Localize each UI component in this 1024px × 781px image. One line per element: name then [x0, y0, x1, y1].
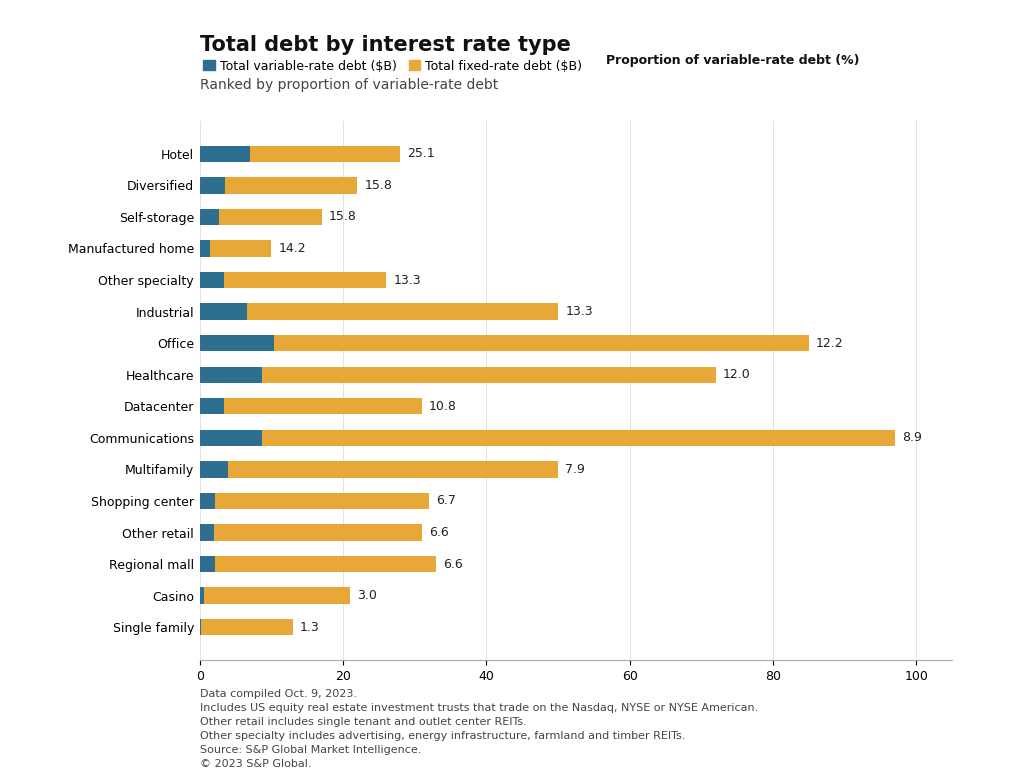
Text: 12.0: 12.0	[723, 368, 751, 381]
Bar	[224, 272, 386, 288]
Text: 7.9: 7.9	[565, 463, 585, 476]
Bar	[200, 303, 248, 319]
Bar	[261, 366, 716, 383]
Bar	[215, 493, 429, 509]
Bar	[214, 524, 422, 540]
Bar	[200, 587, 204, 604]
Bar	[261, 430, 895, 446]
Text: 1.3: 1.3	[300, 621, 319, 633]
Legend: Total variable-rate debt ($B), Total fixed-rate debt ($B): Total variable-rate debt ($B), Total fix…	[199, 55, 588, 77]
Bar	[248, 303, 558, 319]
Text: Data compiled Oct. 9, 2023.
Includes US equity real estate investment trusts tha: Data compiled Oct. 9, 2023. Includes US …	[200, 690, 758, 769]
Bar	[200, 209, 219, 225]
Text: Ranked by proportion of variable-rate debt: Ranked by proportion of variable-rate de…	[200, 78, 498, 92]
Bar	[200, 335, 274, 351]
Text: 13.3: 13.3	[565, 305, 593, 318]
Bar	[219, 209, 322, 225]
Bar	[215, 556, 436, 572]
Bar	[200, 272, 224, 288]
Bar	[200, 145, 250, 162]
Bar	[200, 556, 215, 572]
Bar	[200, 524, 214, 540]
Bar	[200, 241, 210, 257]
Bar	[228, 462, 558, 478]
Bar	[200, 398, 223, 415]
Bar	[210, 241, 271, 257]
Text: 12.2: 12.2	[816, 337, 844, 350]
Text: 6.6: 6.6	[429, 526, 449, 539]
Bar	[200, 430, 261, 446]
Bar	[200, 493, 215, 509]
Text: 6.7: 6.7	[436, 494, 456, 508]
Text: Total debt by interest rate type: Total debt by interest rate type	[200, 35, 570, 55]
Bar	[224, 177, 357, 194]
Bar	[204, 587, 350, 604]
Bar	[223, 398, 422, 415]
Text: 8.9: 8.9	[902, 431, 922, 444]
Text: 25.1: 25.1	[408, 148, 435, 160]
Text: 3.0: 3.0	[357, 589, 377, 602]
Bar	[200, 177, 224, 194]
Bar	[200, 366, 261, 383]
Text: Proportion of variable-rate debt (%): Proportion of variable-rate debt (%)	[606, 54, 859, 66]
Bar	[274, 335, 809, 351]
Text: 14.2: 14.2	[279, 242, 306, 255]
Text: 15.8: 15.8	[329, 210, 356, 223]
Bar	[201, 619, 293, 636]
Bar	[250, 145, 400, 162]
Text: 13.3: 13.3	[393, 273, 421, 287]
Text: 10.8: 10.8	[429, 400, 457, 413]
Bar	[200, 462, 228, 478]
Text: 6.6: 6.6	[443, 558, 463, 571]
Bar	[200, 619, 201, 636]
Text: 15.8: 15.8	[365, 179, 392, 192]
